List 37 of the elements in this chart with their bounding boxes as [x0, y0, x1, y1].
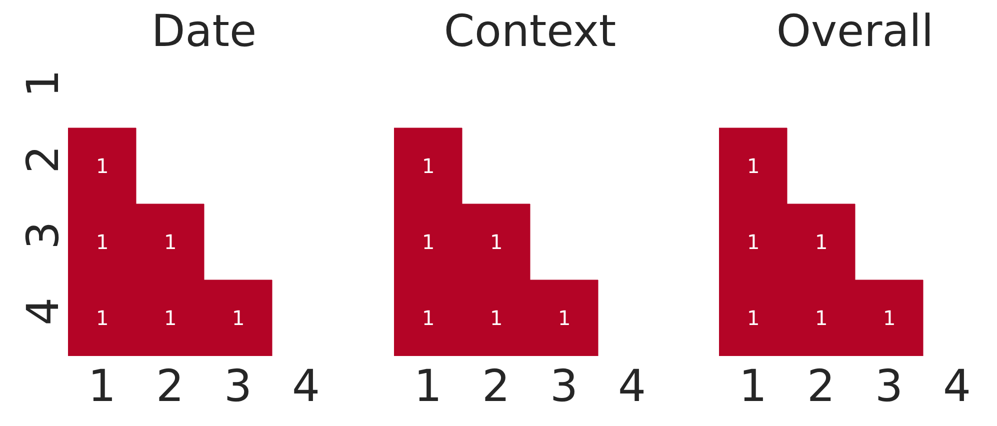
data-label: 1: [164, 230, 177, 254]
x-tick-label: 3: [550, 361, 578, 412]
x-tick-label: 3: [224, 361, 252, 412]
y-tick-label: 1: [18, 69, 70, 98]
data-label: 1: [747, 230, 760, 254]
data-label: 1: [232, 306, 245, 330]
data-label: 1: [490, 230, 503, 254]
data-label: 1: [96, 154, 109, 178]
x-tick-label: 1: [88, 361, 116, 412]
y-tick-label: 3: [18, 221, 70, 250]
chart-title: Date: [151, 6, 257, 57]
x-tick-label: 2: [807, 361, 835, 412]
data-label: 1: [883, 306, 896, 330]
data-label: 1: [422, 230, 435, 254]
x-tick-label: 4: [618, 361, 646, 412]
x-tick-label: 4: [943, 361, 971, 412]
data-label: 1: [164, 306, 177, 330]
data-label: 1: [747, 306, 760, 330]
data-label: 1: [422, 154, 435, 178]
data-label: 1: [96, 230, 109, 254]
data-label: 1: [490, 306, 503, 330]
data-label: 1: [815, 230, 828, 254]
y-tick-label: 4: [18, 297, 70, 326]
chart-title: Overall: [776, 6, 934, 57]
data-label: 1: [558, 306, 571, 330]
x-tick-label: 1: [414, 361, 442, 412]
data-label: 1: [815, 306, 828, 330]
chart-title: Context: [444, 6, 616, 57]
data-label: 1: [422, 306, 435, 330]
data-label: 1: [747, 154, 760, 178]
x-tick-label: 2: [482, 361, 510, 412]
x-tick-label: 2: [156, 361, 184, 412]
data-label: 1: [96, 306, 109, 330]
y-tick-label: 2: [18, 145, 70, 174]
x-tick-label: 4: [292, 361, 320, 412]
x-tick-label: 1: [739, 361, 767, 412]
x-tick-label: 3: [875, 361, 903, 412]
